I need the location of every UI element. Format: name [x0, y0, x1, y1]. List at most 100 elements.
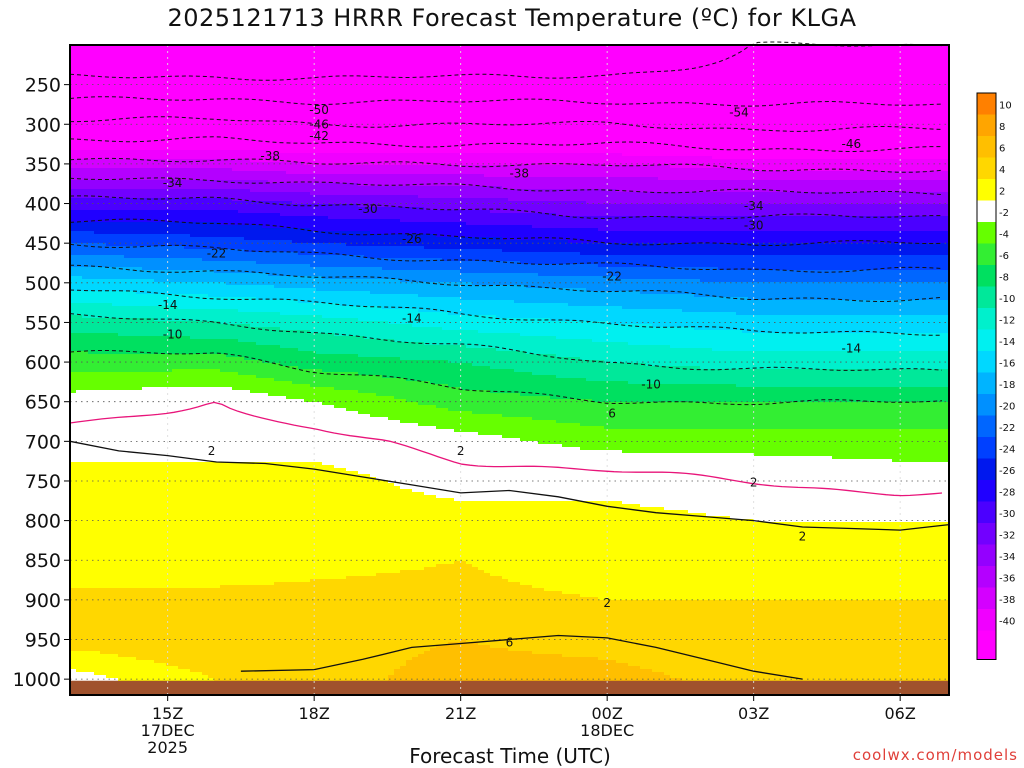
- temperature-cell: [568, 189, 575, 202]
- temperature-cell: [646, 384, 653, 403]
- temperature-cell: [640, 255, 647, 268]
- temperature-cell: [472, 366, 479, 391]
- temperature-cell: [376, 279, 383, 295]
- temperature-cell: [268, 585, 275, 695]
- temperature-cell: [568, 399, 575, 424]
- temperature-cell: [604, 381, 611, 403]
- temperature-cell: [682, 231, 689, 244]
- temperature-cell: [688, 204, 695, 217]
- temperature-cell: [88, 390, 95, 463]
- temperature-cell: [754, 351, 761, 370]
- temperature-cell: [340, 153, 347, 166]
- temperature-cell: [508, 438, 515, 502]
- temperature-cell: [502, 417, 509, 439]
- temperature-cell: [316, 462, 323, 580]
- temperature-cell: [286, 183, 293, 193]
- temperature-cell: [526, 240, 533, 253]
- temperature-cell: [634, 504, 641, 601]
- temperature-cell: [358, 279, 365, 292]
- temperature-cell: [598, 501, 605, 601]
- temperature-cell: [676, 348, 683, 367]
- temperature-cell: [820, 456, 827, 523]
- temperature-cell: [526, 264, 533, 274]
- temperature-cell: [802, 351, 809, 370]
- temperature-cell: [448, 165, 455, 175]
- temperature-cell: [862, 315, 869, 334]
- temperature-cell: [388, 294, 395, 310]
- temperature-cell: [496, 369, 503, 394]
- temperature-cell: [82, 198, 89, 211]
- temperature-cell: [382, 396, 389, 418]
- temperature-cell: [916, 171, 923, 181]
- contour-label: 2: [208, 444, 216, 458]
- temperature-cell: [934, 192, 941, 205]
- temperature-cell: [838, 387, 845, 403]
- temperature-cell: [364, 474, 371, 577]
- temperature-cell: [862, 231, 869, 244]
- temperature-cell: [202, 168, 209, 181]
- temperature-cell: [346, 195, 353, 205]
- temperature-cell: [718, 192, 725, 205]
- temperature-cell: [286, 252, 293, 265]
- temperature-cell: [412, 207, 419, 223]
- temperature-cell: [388, 270, 395, 280]
- temperature-cell: [436, 282, 443, 298]
- temperature-cell: [670, 243, 677, 256]
- temperature-cell: [280, 201, 287, 217]
- temperature-cell: [112, 462, 119, 589]
- temperature-cell: [184, 222, 191, 235]
- temperature-cell: [412, 195, 419, 208]
- temperature-cell: [940, 429, 947, 463]
- temperature-cell: [352, 183, 359, 196]
- temperature-cell: [256, 150, 263, 163]
- temperature-cell: [868, 459, 875, 523]
- temperature-cell: [760, 255, 767, 271]
- temperature-cell: [568, 177, 575, 190]
- temperature-cell: [622, 243, 629, 256]
- temperature-cell: [388, 483, 395, 574]
- temperature-cell: [616, 429, 623, 451]
- temperature-cell: [778, 456, 785, 523]
- temperature-cell: [118, 180, 125, 190]
- temperature-cell: [454, 237, 461, 250]
- temperature-cell: [610, 267, 617, 277]
- temperature-cell: [184, 309, 191, 322]
- temperature-cell: [358, 576, 365, 695]
- temperature-cell: [472, 348, 479, 367]
- temperature-cell: [880, 192, 887, 205]
- temperature-cell: [118, 150, 125, 160]
- temperature-cell: [868, 300, 875, 316]
- temperature-cell: [844, 429, 851, 460]
- temperature-cell: [838, 351, 845, 370]
- temperature-cell: [76, 267, 83, 277]
- temperature-cell: [454, 210, 461, 223]
- temperature-cell: [676, 204, 683, 217]
- temperature-cell: [70, 276, 77, 292]
- temperature-cell: [460, 432, 467, 502]
- temperature-cell: [322, 465, 329, 580]
- temperature-cell: [220, 198, 227, 211]
- temperature-cell: [748, 351, 755, 370]
- temperature-cell: [370, 417, 377, 478]
- temperature-cell: [880, 369, 887, 388]
- temperature-cell: [532, 336, 539, 355]
- temperature-cell: [742, 600, 749, 695]
- temperature-cell: [874, 387, 881, 403]
- temperature-cell: [136, 234, 143, 247]
- temperature-cell: [88, 231, 95, 244]
- temperature-cell: [502, 225, 509, 241]
- temperature-cell: [862, 159, 869, 172]
- temperature-cell: [808, 315, 815, 334]
- temperature-cell: [76, 222, 83, 232]
- temperature-cell: [634, 363, 641, 385]
- temperature-cell: [214, 210, 221, 223]
- temperature-cell: [400, 195, 407, 208]
- temperature-cell: [394, 420, 401, 487]
- temperature-cell: [646, 366, 653, 385]
- temperature-cell: [106, 654, 113, 679]
- temperature-cell: [874, 315, 881, 334]
- temperature-cell: [784, 192, 791, 205]
- temperature-cell: [412, 402, 419, 424]
- temperature-cell: [94, 234, 101, 244]
- temperature-cell: [226, 180, 233, 190]
